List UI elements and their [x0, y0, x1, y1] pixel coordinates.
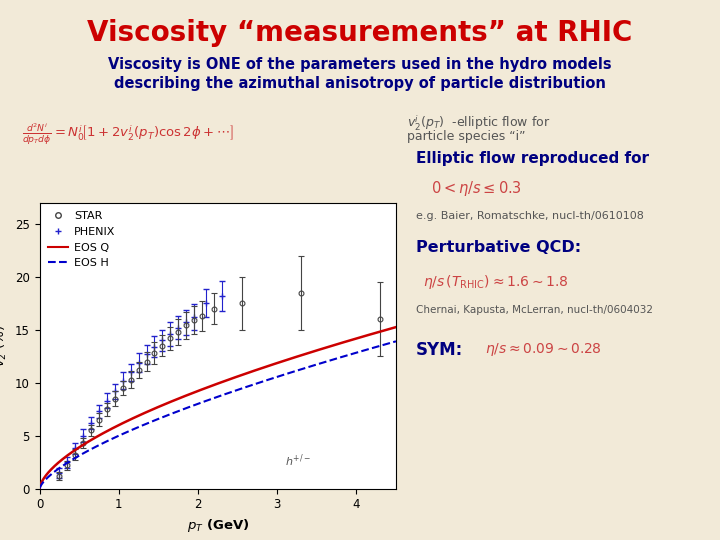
- Text: describing the azimuthal anisotropy of particle distribution: describing the azimuthal anisotropy of p…: [114, 76, 606, 91]
- Text: e.g. Baier, Romatschke, nucl-th/0610108: e.g. Baier, Romatschke, nucl-th/0610108: [416, 211, 644, 221]
- Text: SYM:: SYM:: [416, 341, 464, 359]
- Text: $0 < \eta/s \leq 0.3$: $0 < \eta/s \leq 0.3$: [431, 179, 521, 198]
- Y-axis label: $v_2$ (%): $v_2$ (%): [0, 325, 9, 367]
- Text: $h^{+/-}$: $h^{+/-}$: [285, 452, 311, 469]
- Text: $\eta/s \approx 0.09 \sim 0.28$: $\eta/s \approx 0.09 \sim 0.28$: [485, 341, 601, 358]
- Text: $v_2^i(p_T)$  -elliptic flow for: $v_2^i(p_T)$ -elliptic flow for: [407, 113, 550, 133]
- X-axis label: $p_T$ (GeV): $p_T$ (GeV): [186, 517, 249, 534]
- Text: Elliptic flow reproduced for: Elliptic flow reproduced for: [416, 151, 649, 166]
- Text: Chernai, Kapusta, McLerran, nucl-th/0604032: Chernai, Kapusta, McLerran, nucl-th/0604…: [416, 305, 653, 315]
- Text: $\eta/s\,(T_{\mathrm{RHIC}}) \approx 1.6 \sim 1.8$: $\eta/s\,(T_{\mathrm{RHIC}}) \approx 1.6…: [423, 273, 569, 291]
- Legend: STAR, PHENIX, EOS Q, EOS H: STAR, PHENIX, EOS Q, EOS H: [45, 208, 119, 272]
- Text: $\frac{d^2 N^i}{dp_T d\phi} = N_0^i\!\left[1 + 2v_2^i(p_T)\cos 2\phi + \cdots\ri: $\frac{d^2 N^i}{dp_T d\phi} = N_0^i\!\le…: [22, 122, 233, 147]
- Text: Viscosity is ONE of the parameters used in the hydro models: Viscosity is ONE of the parameters used …: [108, 57, 612, 72]
- Text: Viscosity “measurements” at RHIC: Viscosity “measurements” at RHIC: [87, 19, 633, 47]
- Text: particle species “i”: particle species “i”: [407, 130, 526, 143]
- Text: Perturbative QCD:: Perturbative QCD:: [416, 240, 581, 255]
